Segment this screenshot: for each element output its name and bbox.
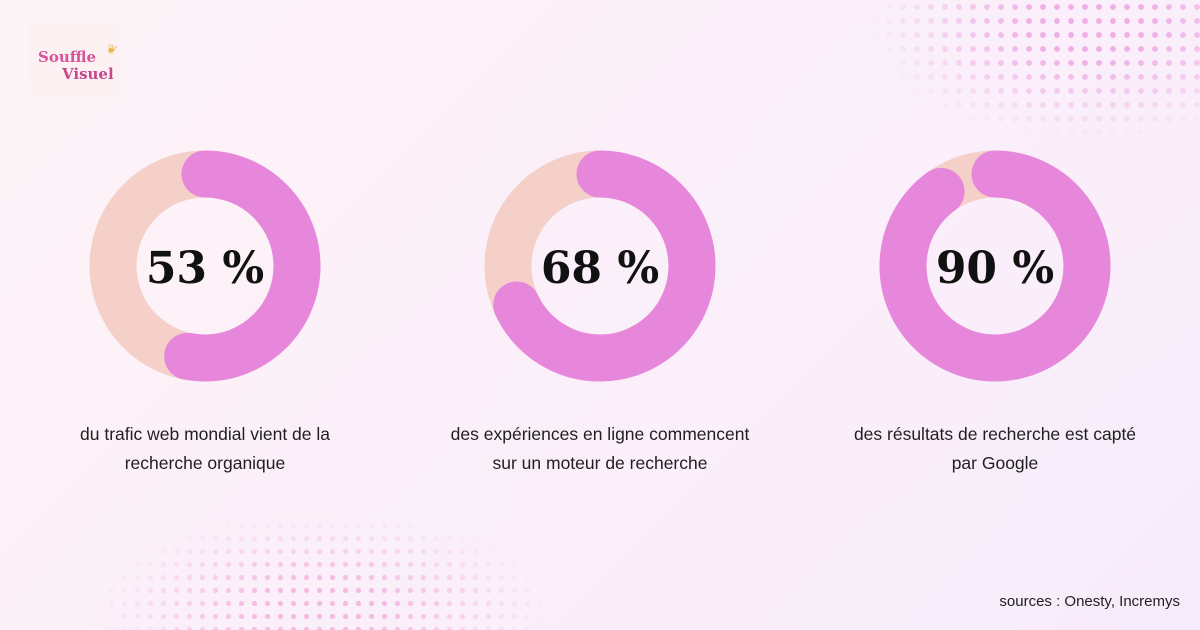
decorative-dots-bottom [40, 480, 600, 630]
leaf-icon: ❦ [104, 41, 120, 60]
stat-description-1: du trafic web mondial vient de la recher… [55, 420, 355, 478]
decorative-dots-top-right [770, 0, 1200, 170]
donut-chart-2: 68 % [484, 150, 716, 382]
donut-chart-3: 90 % [879, 150, 1111, 382]
stat-description-3: des résultats de recherche est capté par… [845, 420, 1145, 478]
stat-description-2: des expériences en ligne commencent sur … [450, 420, 750, 478]
donut-chart-1: 53 % [89, 150, 321, 382]
souffle-visuel-logo: Souffle Visuel ❦ [30, 22, 120, 100]
stat-card-2: 68 % des expériences en ligne commencent… [450, 150, 750, 382]
percentage-label-1: 53 % [146, 243, 264, 294]
percentage-label-2: 68 % [541, 243, 659, 294]
sources-footnote: sources : Onesty, Incremys [999, 593, 1180, 610]
stat-card-3: 90 % des résultats de recherche est capt… [845, 150, 1145, 382]
logo-text-line1: Souffle [38, 48, 96, 66]
stat-card-1: 53 % du trafic web mondial vient de la r… [55, 150, 355, 382]
logo-text-line2: Visuel [62, 65, 114, 83]
percentage-label-3: 90 % [936, 243, 1054, 294]
